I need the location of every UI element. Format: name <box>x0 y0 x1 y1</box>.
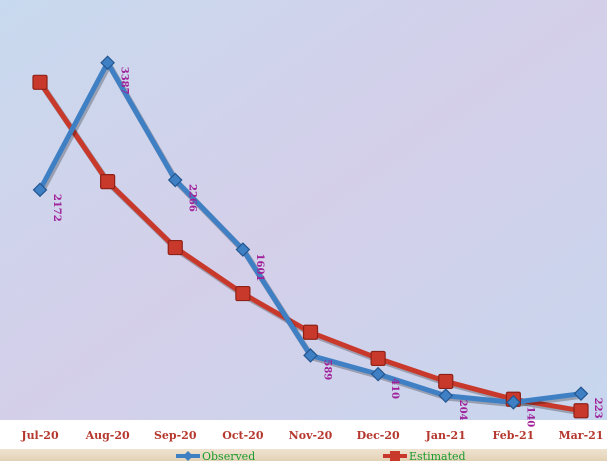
data-label-observed-1: 3387 <box>119 67 130 95</box>
x-tick-label-7: Feb-21 <box>492 429 534 442</box>
point-estimated-1 <box>100 174 116 190</box>
x-tick-label-4: Nov-20 <box>289 429 333 442</box>
point-observed-8 <box>573 386 589 402</box>
point-observed-4 <box>303 348 318 363</box>
x-tick-label-2: Sep-20 <box>154 429 197 442</box>
data-label-observed-5: 410 <box>389 378 400 399</box>
x-tick-label-8: Mar-21 <box>559 429 604 442</box>
data-label-observed-2: 2266 <box>186 184 197 212</box>
data-label-observed-0: 2172 <box>51 194 62 222</box>
point-estimated-0 <box>32 74 48 90</box>
point-estimated-8 <box>573 403 589 419</box>
point-observed-0 <box>32 182 48 198</box>
data-label-observed-4: 589 <box>322 359 333 380</box>
legend-marker-observed <box>183 451 193 461</box>
point-observed-5 <box>370 366 386 382</box>
point-estimated-6 <box>438 373 454 390</box>
point-observed-6 <box>438 388 454 404</box>
x-tick-label-0: Jul-20 <box>20 429 59 442</box>
x-tick-label-6: Jan-21 <box>425 429 466 442</box>
x-tick-label-5: Dec-20 <box>357 429 400 442</box>
point-observed-3 <box>235 242 251 257</box>
x-tick-label-1: Aug-20 <box>85 429 130 442</box>
data-label-observed-8: 223 <box>592 398 603 419</box>
legend-label-estimated: Estimated <box>409 450 466 461</box>
point-observed-1 <box>100 55 115 71</box>
point-estimated-4 <box>302 324 319 340</box>
point-observed-2 <box>167 172 183 188</box>
point-observed-7 <box>506 395 521 410</box>
point-estimated-5 <box>370 350 386 367</box>
point-estimated-2 <box>167 239 183 256</box>
legend-marker-estimated <box>390 451 400 461</box>
data-label-observed-3: 1601 <box>254 254 265 282</box>
x-tick-label-3: Oct-20 <box>222 429 264 442</box>
data-label-observed-7: 140 <box>524 406 535 427</box>
point-estimated-3 <box>235 285 251 302</box>
plot-texture <box>0 0 607 420</box>
data-label-observed-6: 204 <box>457 400 468 421</box>
legend-label-observed: Observed <box>202 450 255 461</box>
legend-band <box>0 449 607 461</box>
